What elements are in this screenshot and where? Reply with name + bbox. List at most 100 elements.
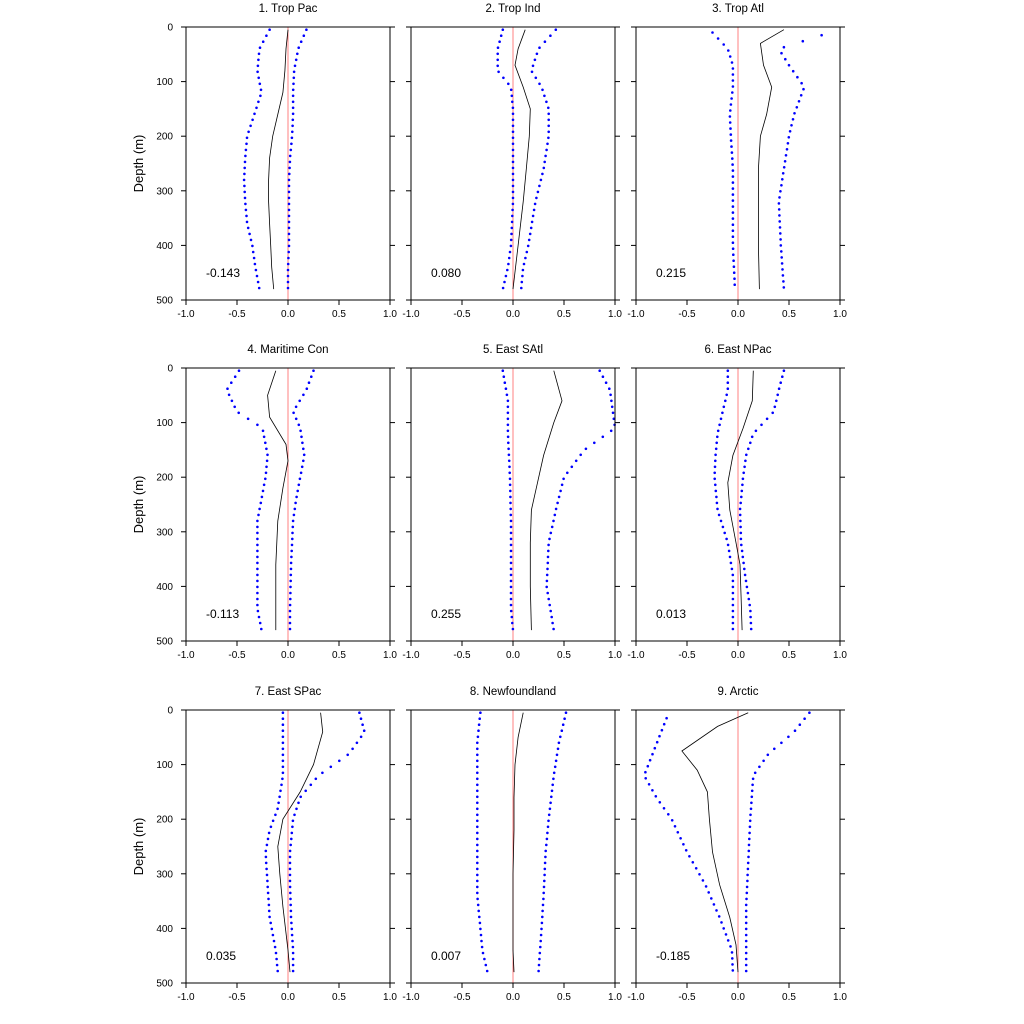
bound-point <box>478 915 481 919</box>
panel-title: 8. Newfoundland <box>470 686 556 698</box>
bound-point <box>715 909 718 912</box>
bound-point <box>546 567 549 571</box>
bound-point <box>509 567 513 571</box>
upper-bound-points <box>288 711 366 973</box>
bound-point <box>245 214 248 218</box>
bound-point <box>751 783 754 787</box>
bound-point <box>530 70 534 74</box>
bound-point <box>797 100 801 103</box>
bound-point <box>542 885 546 889</box>
bound-point <box>749 807 753 811</box>
bound-point <box>275 963 279 967</box>
bound-point <box>785 148 789 151</box>
bound-point <box>483 957 486 961</box>
bound-point <box>676 831 680 834</box>
bound-point <box>726 939 730 942</box>
bound-point <box>732 265 736 269</box>
bound-point <box>237 411 240 415</box>
bound-point <box>750 795 754 799</box>
bound-point <box>510 615 514 619</box>
bound-point <box>256 280 260 284</box>
bound-point <box>748 603 751 607</box>
bound-point <box>778 226 782 229</box>
bound-point <box>749 621 753 625</box>
bound-point <box>593 441 596 445</box>
bound-point <box>496 46 500 49</box>
bound-point <box>509 531 513 535</box>
bound-point <box>288 867 292 871</box>
bound-point <box>476 753 479 757</box>
bound-point <box>477 723 481 726</box>
bound-point <box>538 82 541 86</box>
bound-point <box>484 963 488 967</box>
bound-point <box>292 411 295 415</box>
bound-point <box>245 136 249 140</box>
bound-point <box>778 220 781 223</box>
bound-point <box>722 43 725 46</box>
bound-point <box>290 933 294 937</box>
bound-point <box>654 795 658 798</box>
bound-point <box>780 250 783 253</box>
bound-point <box>729 133 733 136</box>
bound-point <box>803 717 806 720</box>
bound-point <box>289 903 293 907</box>
bound-point <box>509 603 513 607</box>
bound-point <box>542 897 545 901</box>
y-tick-label: 400 <box>156 924 173 935</box>
bound-point <box>775 399 778 403</box>
bound-point <box>291 957 295 961</box>
bound-point <box>684 849 688 852</box>
bound-point <box>670 819 674 822</box>
bound-point <box>744 903 748 907</box>
bound-point <box>546 591 549 595</box>
bound-point <box>745 897 748 901</box>
bound-point <box>729 139 733 142</box>
lower-bound-points <box>264 711 285 973</box>
panel-annotation: -0.185 <box>656 949 690 963</box>
bound-point <box>507 447 510 451</box>
bound-point <box>288 849 292 853</box>
bound-point <box>476 897 479 901</box>
bound-point <box>543 867 547 871</box>
bound-point <box>779 238 782 241</box>
bound-point <box>256 597 259 601</box>
lower-bound-points <box>644 716 735 972</box>
bound-point <box>726 543 730 547</box>
bound-point <box>716 429 720 433</box>
bound-point <box>509 537 513 541</box>
bound-point <box>503 381 507 385</box>
bound-point <box>732 259 735 263</box>
bound-point <box>289 567 293 571</box>
bound-point <box>604 381 608 385</box>
bound-point <box>496 64 500 68</box>
bound-point <box>739 531 743 535</box>
x-tick-label: 0.0 <box>506 992 520 1003</box>
y-tick-label: 400 <box>156 582 173 593</box>
bound-point <box>723 531 726 535</box>
panel-3: -1.0 -0.5 0.0 0.5 1.0 3. Trop Atl 0.215 <box>627 3 847 320</box>
bound-point <box>511 142 515 146</box>
panel-7: -1.0 -0.5 0.0 0.5 1.0 0 100 200 300 400 500 7. East… <box>131 686 397 1003</box>
bound-point <box>749 813 752 817</box>
bound-point <box>646 764 650 768</box>
bound-point <box>267 831 271 835</box>
bound-point <box>545 579 549 583</box>
bound-point <box>257 52 261 56</box>
bound-point <box>477 729 480 732</box>
bound-point <box>773 747 776 751</box>
bound-point <box>731 585 735 589</box>
panel-8: -1.0 -0.5 0.0 0.5 1.0 8. Newfoundland 0.007 <box>402 686 622 1003</box>
bound-point <box>731 79 735 82</box>
bound-point <box>781 172 785 175</box>
bound-point <box>779 232 782 235</box>
panel-annotation: 0.080 <box>431 266 461 280</box>
bound-point <box>782 369 786 373</box>
bound-point <box>644 777 647 780</box>
bound-point <box>716 37 720 40</box>
bound-point <box>289 561 293 565</box>
bound-point <box>543 40 547 43</box>
x-tick-label: 1.0 <box>383 992 397 1003</box>
y-axis-label: Depth (m) <box>131 818 146 876</box>
bound-point <box>511 100 514 104</box>
bound-point <box>531 214 535 218</box>
